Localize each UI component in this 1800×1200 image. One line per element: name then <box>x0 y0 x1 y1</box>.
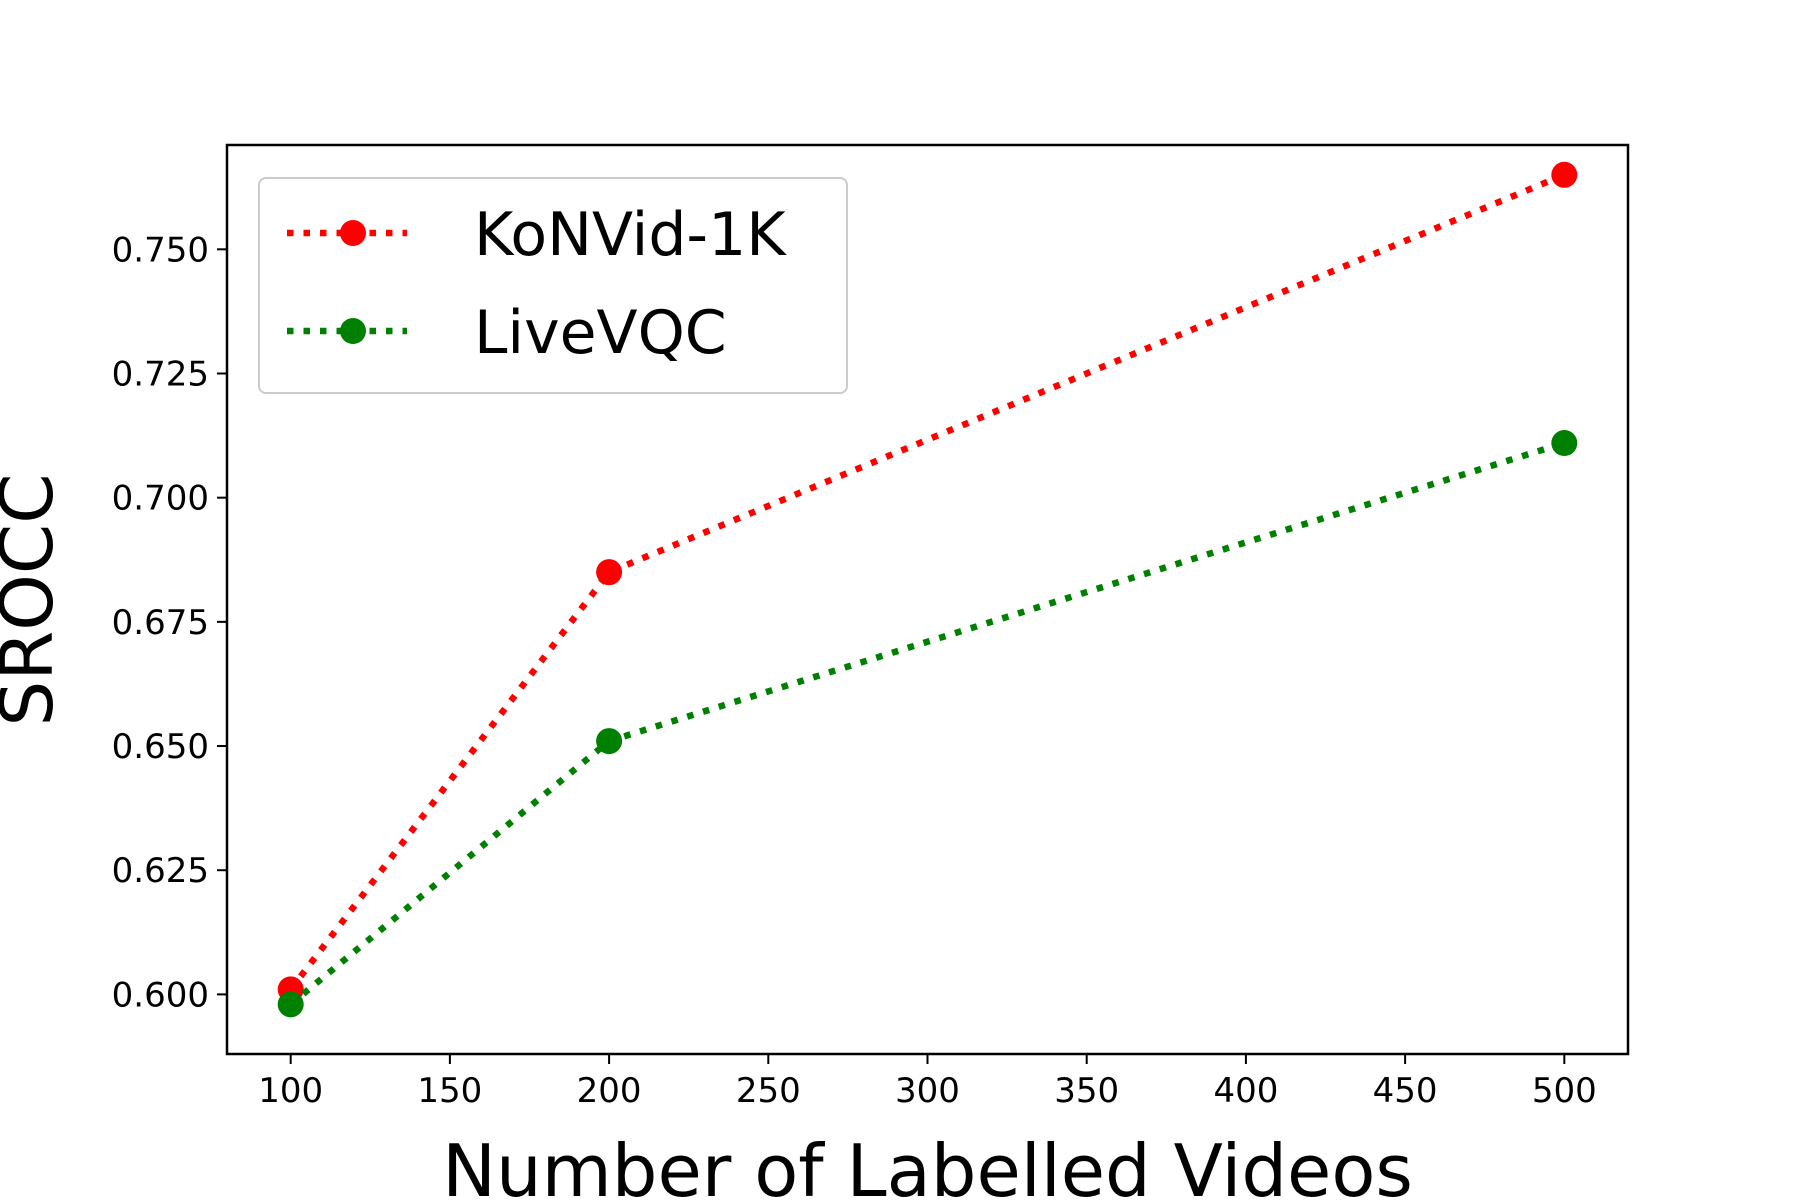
y-tick-label: 0.750 <box>112 230 209 270</box>
x-axis-ticks: 100 150 200 250 300 350 400 450 500 <box>258 1054 1597 1111</box>
x-tick-label: 450 <box>1373 1071 1438 1111</box>
y-tick-label: 0.700 <box>112 479 209 519</box>
series-layer <box>277 161 1578 1018</box>
y-tick-label: 0.625 <box>112 851 209 891</box>
x-tick-label: 100 <box>258 1071 323 1111</box>
plot-frame <box>225 143 1630 1056</box>
legend-swatch-marker <box>340 318 366 344</box>
legend-label: LiveVQC <box>474 298 727 368</box>
series-1-point <box>596 728 623 755</box>
y-tick-label: 0.675 <box>112 603 209 643</box>
series-line-1 <box>288 439 1566 1007</box>
series-0-point <box>596 559 623 586</box>
y-tick-label: 0.725 <box>112 354 209 394</box>
y-tick-label: 0.650 <box>112 727 209 767</box>
series-0-point <box>1551 161 1578 188</box>
series-1-point <box>1551 430 1578 457</box>
legend-label: KoNVid-1K <box>474 200 787 270</box>
y-axis-label: SROCC <box>0 474 69 727</box>
x-tick-label: 500 <box>1532 1071 1597 1111</box>
y-tick-label: 0.600 <box>112 975 209 1015</box>
x-tick-label: 150 <box>417 1071 482 1111</box>
x-tick-label: 400 <box>1213 1071 1278 1111</box>
x-tick-label: 250 <box>736 1071 801 1111</box>
x-tick-label: 200 <box>577 1071 642 1111</box>
legend-swatch-marker <box>340 220 366 246</box>
y-axis-ticks: 0.600 0.625 0.650 0.675 0.700 0.725 0.750 <box>112 230 227 1015</box>
legend: KoNVid-1K LiveVQC <box>258 177 848 394</box>
x-tick-label: 300 <box>895 1071 960 1111</box>
x-tick-label: 350 <box>1054 1071 1119 1111</box>
series-1-point <box>277 991 304 1018</box>
x-axis-label: Number of Labelled Videos <box>442 1129 1413 1200</box>
